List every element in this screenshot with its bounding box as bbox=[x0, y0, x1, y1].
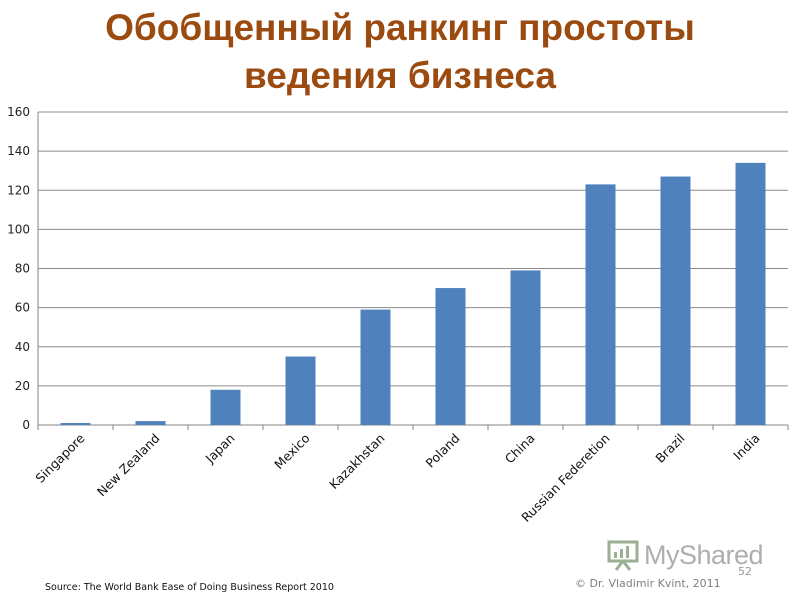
y-tick-label: 0 bbox=[22, 418, 30, 432]
page-number: 52 bbox=[738, 565, 752, 578]
y-tick-label: 40 bbox=[15, 340, 30, 354]
bar-kazakhstan bbox=[360, 309, 391, 425]
bar-india bbox=[735, 162, 766, 426]
bars bbox=[60, 162, 766, 426]
x-tick-label: Kazakhstan bbox=[326, 431, 388, 493]
bar-mexico bbox=[285, 356, 316, 425]
x-tick-label: New Zealand bbox=[94, 431, 163, 500]
y-tick-label: 80 bbox=[15, 262, 30, 276]
y-tick-label: 20 bbox=[15, 379, 30, 393]
x-tick-label: Brazil bbox=[652, 431, 687, 466]
bar-new-zealand bbox=[135, 421, 166, 425]
bar-china bbox=[510, 270, 541, 425]
y-tick-label: 160 bbox=[7, 105, 30, 119]
y-tick-label: 60 bbox=[15, 301, 30, 315]
x-tick-label: Japan bbox=[202, 431, 238, 467]
source-note: Source: The World Bank Ease of Doing Bus… bbox=[45, 582, 334, 593]
watermark-logo: MyShared bbox=[606, 538, 764, 572]
bar-japan bbox=[210, 389, 241, 425]
x-tick-label: Mexico bbox=[271, 431, 312, 472]
y-tick-label: 100 bbox=[7, 222, 30, 236]
bar-brazil bbox=[660, 176, 691, 425]
x-tick-label: China bbox=[502, 431, 538, 467]
y-tick-label: 140 bbox=[7, 144, 30, 158]
copyright-notice: © Dr. Vladimir Kvint, 2011 bbox=[575, 577, 721, 590]
chart-title: Обобщенный ранкинг простоты ведения бизн… bbox=[0, 4, 800, 100]
chart-title-line-2: ведения бизнеса bbox=[244, 55, 556, 96]
bar-singapore bbox=[60, 423, 91, 425]
x-tick-label: Poland bbox=[423, 431, 463, 471]
bar-poland bbox=[435, 288, 466, 425]
x-tick-label: Singapore bbox=[32, 430, 87, 485]
presentation-board-icon bbox=[607, 540, 639, 571]
y-tick-label: 120 bbox=[7, 183, 30, 197]
x-tick-label: India bbox=[730, 431, 762, 463]
bar-russian-federetion bbox=[585, 184, 616, 425]
chart-title-line-1: Обобщенный ранкинг простоты bbox=[105, 7, 695, 48]
watermark-text: MyShared bbox=[644, 539, 764, 570]
